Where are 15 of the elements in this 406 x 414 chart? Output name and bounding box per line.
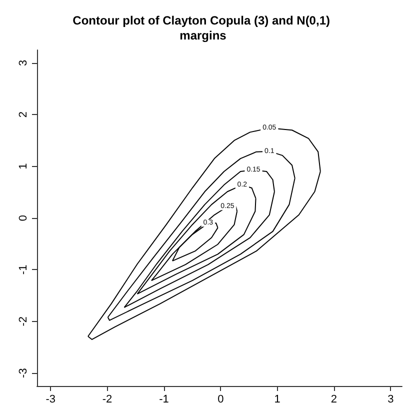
y-tick-label: 2 xyxy=(18,112,30,118)
x-tick-label: 3 xyxy=(388,394,394,406)
y-tick-label: -1 xyxy=(18,264,30,275)
y-tick-label: 0 xyxy=(18,214,30,222)
y-tick-label: -3 xyxy=(18,368,30,378)
x-tick-label: 1 xyxy=(274,394,280,406)
y-tick-label: 3 xyxy=(18,60,30,66)
x-tick-label: -1 xyxy=(159,394,169,406)
x-tick-label: -3 xyxy=(46,394,56,406)
y-tick-label: -2 xyxy=(18,316,30,326)
chart-title: Contour plot of Clayton Copula (3) and N(0,1) margins xyxy=(72,14,334,42)
x-tick-label: 0 xyxy=(218,394,224,406)
x-tick-label: 2 xyxy=(330,394,338,406)
x-tick-label: -2 xyxy=(102,394,112,406)
y-tick-label: 1 xyxy=(18,163,30,170)
